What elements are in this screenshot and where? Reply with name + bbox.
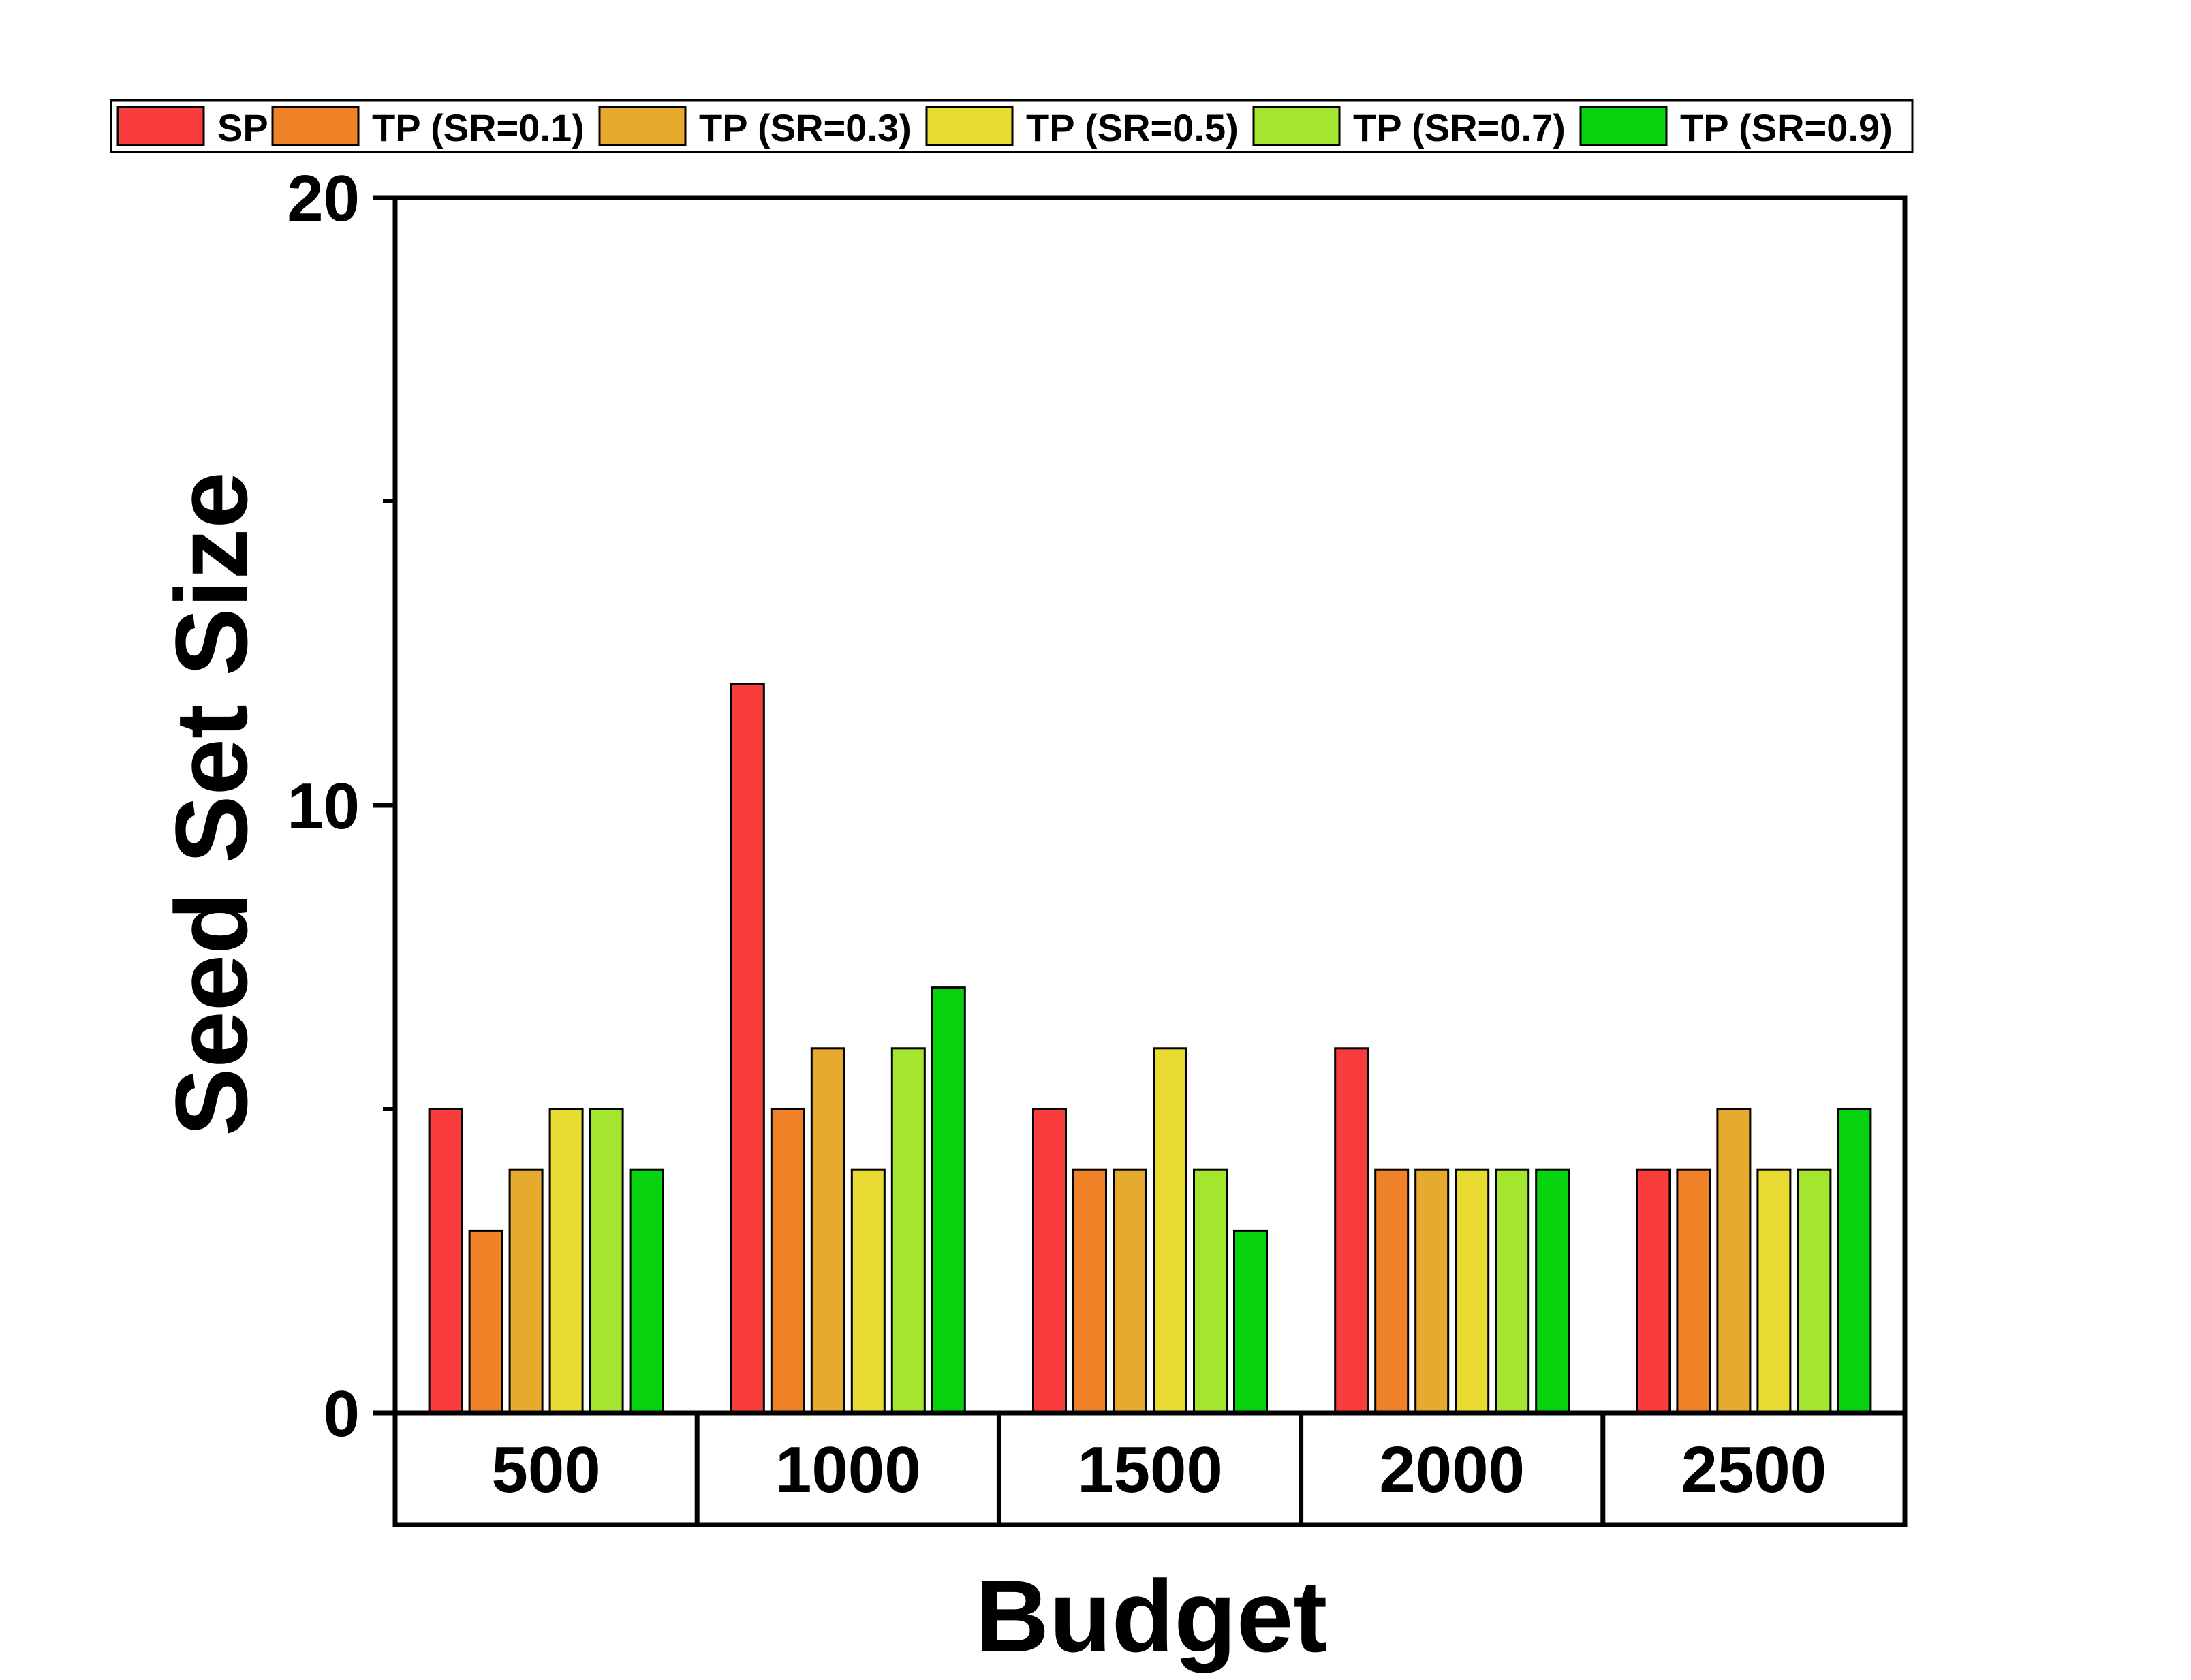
legend-label-tp-sr-0-5: TP (SR=0.5) [1026, 106, 1239, 149]
legend-label-tp-sr-0-7: TP (SR=0.7) [1353, 106, 1566, 149]
x-category-label: 1500 [1077, 1433, 1223, 1506]
x-axis-categories: 500 1000 1500 2000 2500 [492, 1433, 1827, 1506]
bar-sp-1500 [1032, 1108, 1067, 1414]
bar-tp-sr-0-5-500 [548, 1108, 584, 1414]
bar-tp-sr-0-7-2000 [1495, 1168, 1530, 1414]
legend-label-tp-sr-0-1: TP (SR=0.1) [372, 106, 585, 149]
bar-tp-sr-0-1-1000 [770, 1108, 805, 1414]
legend-swatch-tp-sr-0-5 [925, 106, 1014, 146]
bar-tp-sr-0-5-1500 [1153, 1047, 1187, 1414]
legend-swatch-tp-sr-0-3 [598, 106, 687, 146]
legend: SP TP (SR=0.1) TP (SR=0.3) TP (SR=0.5) TP (S… [110, 99, 1914, 153]
bar-tp-sr-0-3-2500 [1716, 1108, 1752, 1414]
bar-tp-sr-0-7-2500 [1797, 1168, 1832, 1414]
bar-sp-2000 [1334, 1047, 1369, 1414]
bar-tp-sr-0-3-2000 [1414, 1168, 1450, 1414]
x-category-label: 500 [492, 1433, 601, 1506]
bar-tp-sr-0-5-2500 [1756, 1168, 1792, 1414]
bar-sp-2500 [1636, 1168, 1671, 1414]
bar-tp-sr-0-5-2000 [1455, 1168, 1490, 1414]
bar-tp-sr-0-3-1000 [810, 1047, 845, 1414]
y-axis-title: Seed Set Size [154, 471, 268, 1136]
y-tick-label: 20 [287, 162, 360, 235]
legend-label-tp-sr-0-9: TP (SR=0.9) [1680, 106, 1893, 149]
bar-tp-sr-0-9-500 [629, 1168, 664, 1414]
legend-label-sp: SP [217, 106, 268, 149]
bar-tp-sr-0-1-500 [468, 1229, 503, 1414]
bar-tp-sr-0-1-1500 [1072, 1168, 1107, 1414]
bars [428, 683, 1872, 1414]
legend-swatch-sp [116, 106, 205, 146]
bar-tp-sr-0-9-1000 [931, 986, 966, 1414]
legend-swatch-tp-sr-0-1 [271, 106, 360, 146]
bar-sp-1000 [730, 683, 765, 1414]
legend-swatch-tp-sr-0-9 [1579, 106, 1668, 146]
bar-tp-sr-0-3-1500 [1113, 1168, 1147, 1414]
bar-tp-sr-0-3-500 [508, 1168, 544, 1414]
bar-tp-sr-0-9-1500 [1233, 1229, 1268, 1414]
x-category-label: 2500 [1681, 1433, 1827, 1506]
bar-tp-sr-0-1-2500 [1676, 1168, 1711, 1414]
y-axis-ticks: 0 10 20 [287, 162, 395, 1450]
x-category-label: 2000 [1379, 1433, 1525, 1506]
bar-tp-sr-0-7-1500 [1193, 1168, 1228, 1414]
legend-label-tp-sr-0-3: TP (SR=0.3) [699, 106, 912, 149]
y-tick-label: 10 [287, 770, 360, 843]
bar-tp-sr-0-7-500 [589, 1108, 624, 1414]
bar-tp-sr-0-9-2500 [1837, 1108, 1872, 1414]
legend-swatch-tp-sr-0-7 [1252, 106, 1341, 146]
bar-tp-sr-0-5-1000 [850, 1168, 886, 1414]
x-category-label: 1000 [775, 1433, 921, 1506]
bar-tp-sr-0-9-2000 [1535, 1168, 1570, 1414]
y-tick-label: 0 [324, 1378, 360, 1450]
bar-sp-500 [428, 1108, 463, 1414]
x-axis-title: Budget [976, 1559, 1328, 1673]
bar-tp-sr-0-7-1000 [890, 1047, 926, 1414]
axes [392, 195, 1908, 1527]
bar-tp-sr-0-1-2000 [1374, 1168, 1410, 1414]
